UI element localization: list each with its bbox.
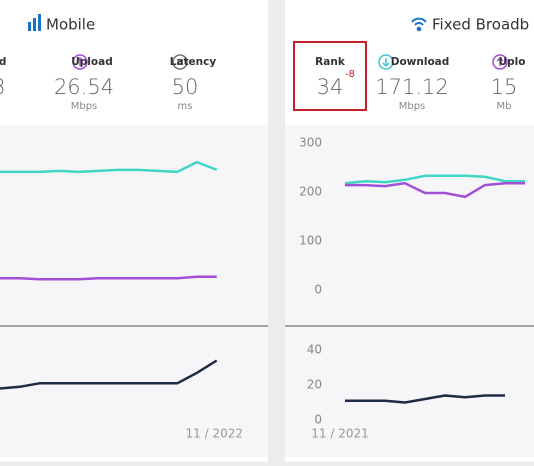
metric-value: 5.58	[0, 75, 5, 99]
metric-label: nload	[0, 56, 6, 68]
metric-unit: Mbps	[71, 101, 98, 112]
rank-value: 34	[317, 75, 344, 99]
y-tick-label: 200	[299, 185, 322, 199]
latency-icon	[172, 54, 188, 70]
upload-icon	[72, 54, 88, 70]
download-icon	[378, 54, 394, 70]
upload-icon	[492, 54, 508, 70]
metric-label: Uplo	[499, 56, 526, 68]
rank-change: -8	[345, 69, 355, 80]
panel-title: Fixed Broadb	[432, 16, 529, 34]
metric-unit: ms	[178, 101, 193, 112]
metric-label: Latency	[170, 56, 217, 68]
line	[0, 359, 218, 390]
line	[0, 275, 217, 281]
line	[0, 160, 218, 174]
y-tick-label: 0	[314, 413, 322, 427]
mobile-icon	[28, 14, 41, 31]
chart-area	[285, 125, 534, 457]
metric-value: 171.12	[375, 75, 448, 99]
metric-unit: Mbps	[399, 101, 426, 112]
metric-value: 50	[172, 75, 199, 99]
metric-label: Download	[391, 56, 450, 68]
metric-value: 15	[491, 75, 518, 99]
date-label: 11 / 2021	[311, 427, 368, 441]
date-label: 11 / 2022	[186, 427, 243, 441]
wifi-icon	[411, 17, 427, 32]
rank-label: Rank	[315, 56, 346, 68]
chart-area	[0, 125, 268, 457]
y-tick-label: 40	[307, 343, 322, 357]
metric-value: 26.54	[54, 75, 114, 99]
y-tick-label: 0	[314, 283, 322, 297]
line	[345, 394, 505, 404]
y-tick-label: 20	[307, 378, 322, 392]
y-tick-label: 100	[299, 234, 322, 248]
rank-highlight	[293, 41, 367, 111]
line	[344, 174, 525, 185]
metric-label: Upload	[71, 56, 112, 68]
panel-title: Mobile	[46, 16, 95, 34]
y-tick-label: 300	[299, 136, 322, 150]
line	[345, 181, 525, 199]
metric-unit: Mb	[497, 101, 512, 112]
